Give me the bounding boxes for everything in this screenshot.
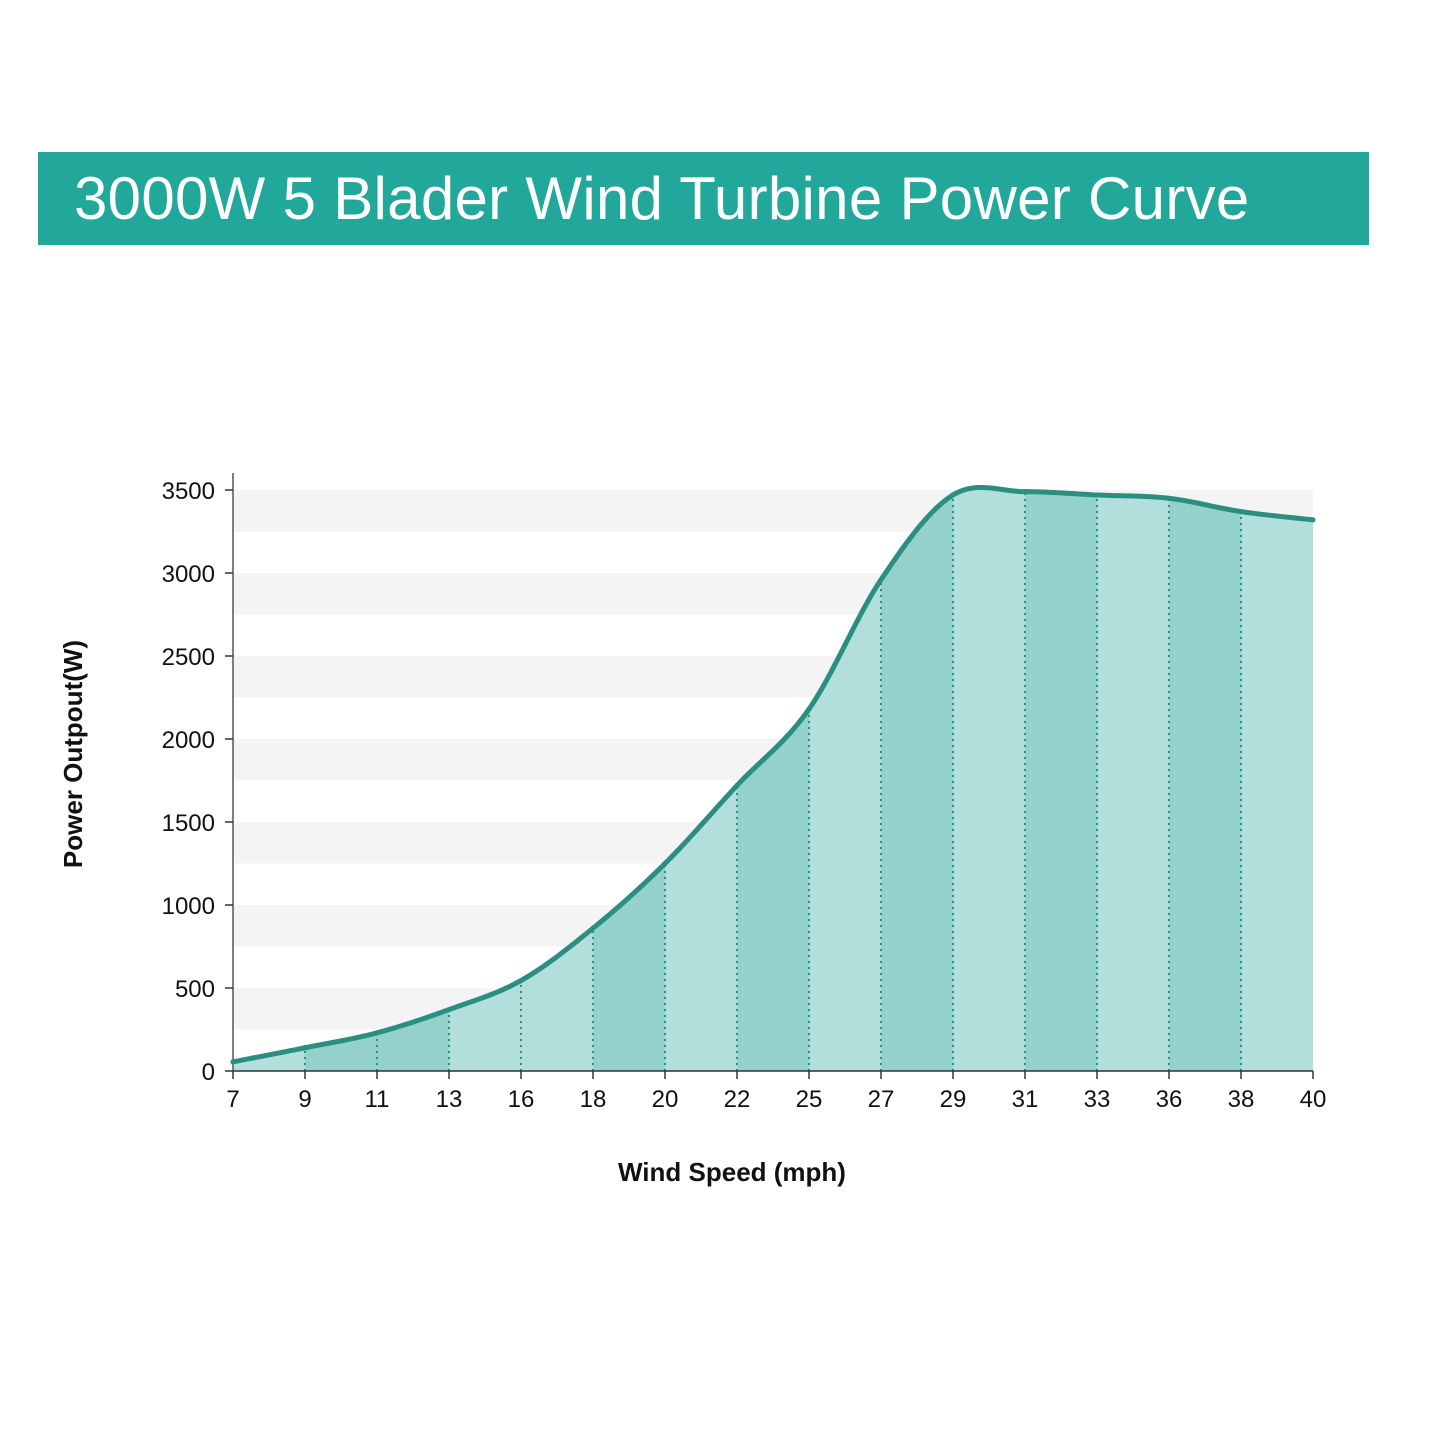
- area-segment: [449, 980, 521, 1071]
- area-segment: [809, 579, 881, 1071]
- x-axis-title: Wind Speed (mph): [618, 1157, 846, 1187]
- x-tick-label: 9: [298, 1086, 311, 1113]
- area-segment: [737, 709, 809, 1071]
- y-tick-label: 0: [202, 1059, 215, 1086]
- data-point: [734, 782, 740, 788]
- data-point: [374, 1030, 380, 1036]
- y-tick-label: 3500: [162, 478, 215, 505]
- area-segment: [521, 928, 593, 1071]
- data-point: [1166, 495, 1172, 501]
- y-tick-labels: 0 500 1000 1500 2000 2500 3000 3500: [162, 478, 215, 1086]
- data-point: [230, 1059, 236, 1065]
- data-point: [302, 1045, 308, 1051]
- area-segment: [1169, 498, 1241, 1071]
- x-tick-label: 20: [652, 1086, 679, 1113]
- x-tick-label: 22: [724, 1086, 751, 1113]
- y-tick-label: 3000: [162, 561, 215, 588]
- y-axis-title: Power Outpout(W): [58, 640, 88, 868]
- data-point: [1094, 492, 1100, 498]
- x-tick-label: 16: [508, 1086, 535, 1113]
- axes: [225, 473, 1314, 1079]
- data-point: [1022, 489, 1028, 495]
- x-tick-label: 7: [226, 1086, 239, 1113]
- y-tick-label: 1000: [162, 893, 215, 920]
- x-tick-label: 25: [796, 1086, 823, 1113]
- data-point: [662, 861, 668, 866]
- x-tick-label: 36: [1156, 1086, 1183, 1113]
- x-tick-labels: 7 9 11 13 16 18 20 22 25 27 29 31 33 36 38 40: [226, 1086, 1326, 1113]
- area-segment: [881, 494, 953, 1072]
- data-point: [1310, 517, 1316, 523]
- x-tick-label: 29: [940, 1086, 967, 1113]
- area-segment: [1097, 494, 1169, 1072]
- y-tick-label: 500: [175, 976, 215, 1003]
- area-segment: [953, 487, 1025, 1072]
- y-tick-label: 2500: [162, 644, 215, 671]
- data-point: [590, 925, 596, 931]
- area-segment: [1241, 511, 1313, 1072]
- area-fill-segments: [233, 487, 1313, 1072]
- area-segment: [377, 1009, 449, 1071]
- chart-title: 3000W 5 Blader Wind Turbine Power Curve: [74, 165, 1250, 232]
- x-tick-label: 33: [1084, 1086, 1111, 1113]
- x-tick-label: 13: [436, 1086, 463, 1113]
- area-segment: [665, 785, 737, 1071]
- x-tick-label: 40: [1300, 1086, 1327, 1113]
- x-tick-label: 11: [365, 1086, 390, 1113]
- x-tick-label: 18: [580, 1086, 607, 1113]
- y-tick-label: 1500: [162, 810, 215, 837]
- x-tick-label: 27: [868, 1086, 895, 1113]
- data-point: [878, 577, 884, 583]
- power-line-group: [230, 484, 1316, 1065]
- title-banner: 3000W 5 Blader Wind Turbine Power Curve: [38, 152, 1369, 245]
- y-tick-label: 2000: [162, 727, 215, 754]
- data-point: [950, 492, 956, 498]
- data-point: [806, 706, 812, 712]
- x-tick-label: 31: [1012, 1086, 1039, 1113]
- area-segment: [1025, 491, 1097, 1071]
- x-tick-label: 38: [1228, 1086, 1255, 1113]
- area-segment: [305, 1032, 377, 1071]
- data-point: [518, 978, 524, 984]
- data-point: [446, 1007, 452, 1013]
- vertical-dividers: [304, 493, 1242, 1071]
- data-point: [1238, 509, 1244, 515]
- power-output-line: [230, 484, 1316, 1065]
